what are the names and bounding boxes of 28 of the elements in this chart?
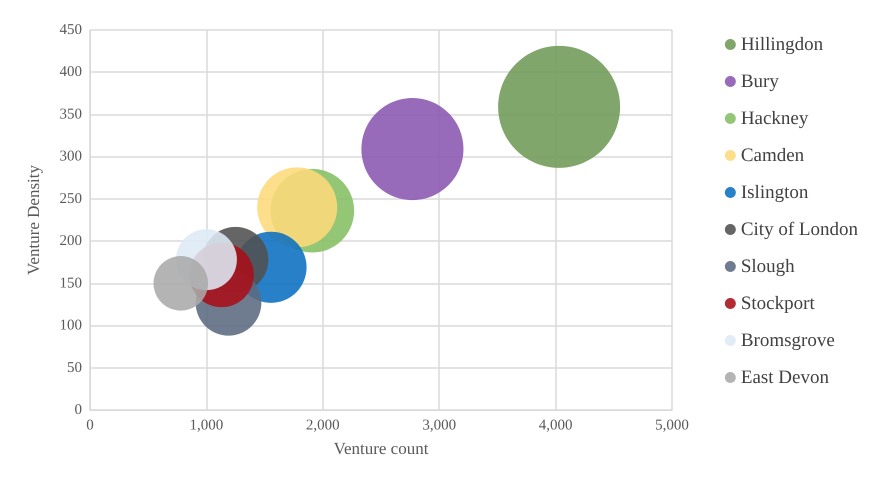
legend-label: East Devon [740,367,830,388]
legend-label: Slough [740,256,796,277]
y-tick-label: 400 [60,64,82,80]
y-tick-label: 200 [60,233,82,250]
y-tick-label: 300 [60,148,82,165]
y-tick-label: 0 [74,402,82,418]
legend-label: Stockport [740,293,816,314]
x-tick-label: 5,000 [655,418,689,434]
y-tick-label: 450 [60,22,82,38]
y-tick-label: 150 [60,275,82,292]
y-tick-label: 250 [60,190,82,207]
y-tick-label: 350 [60,106,82,122]
x-axis-title: Venture count [334,439,429,458]
x-tick-label: 1,000 [190,418,224,434]
legend-label: City of London [740,219,858,240]
y-axis-title: Venture Density [24,164,43,276]
legend-label: Bromsgrove [740,330,835,351]
legend-label: Bury [740,71,780,92]
x-tick-label: 0 [86,418,94,434]
x-tick-label: 3,000 [422,418,456,434]
x-tick-label: 2,000 [306,418,340,434]
legend-label: Islington [740,182,809,203]
legend-label: Hillingdon [740,34,824,55]
y-tick-label: 50 [67,360,82,376]
x-tick-label: 4,000 [538,418,572,434]
legend-label: Hackney [740,108,809,129]
y-tick-label: 100 [60,318,82,334]
legend-label: Camden [740,145,805,166]
